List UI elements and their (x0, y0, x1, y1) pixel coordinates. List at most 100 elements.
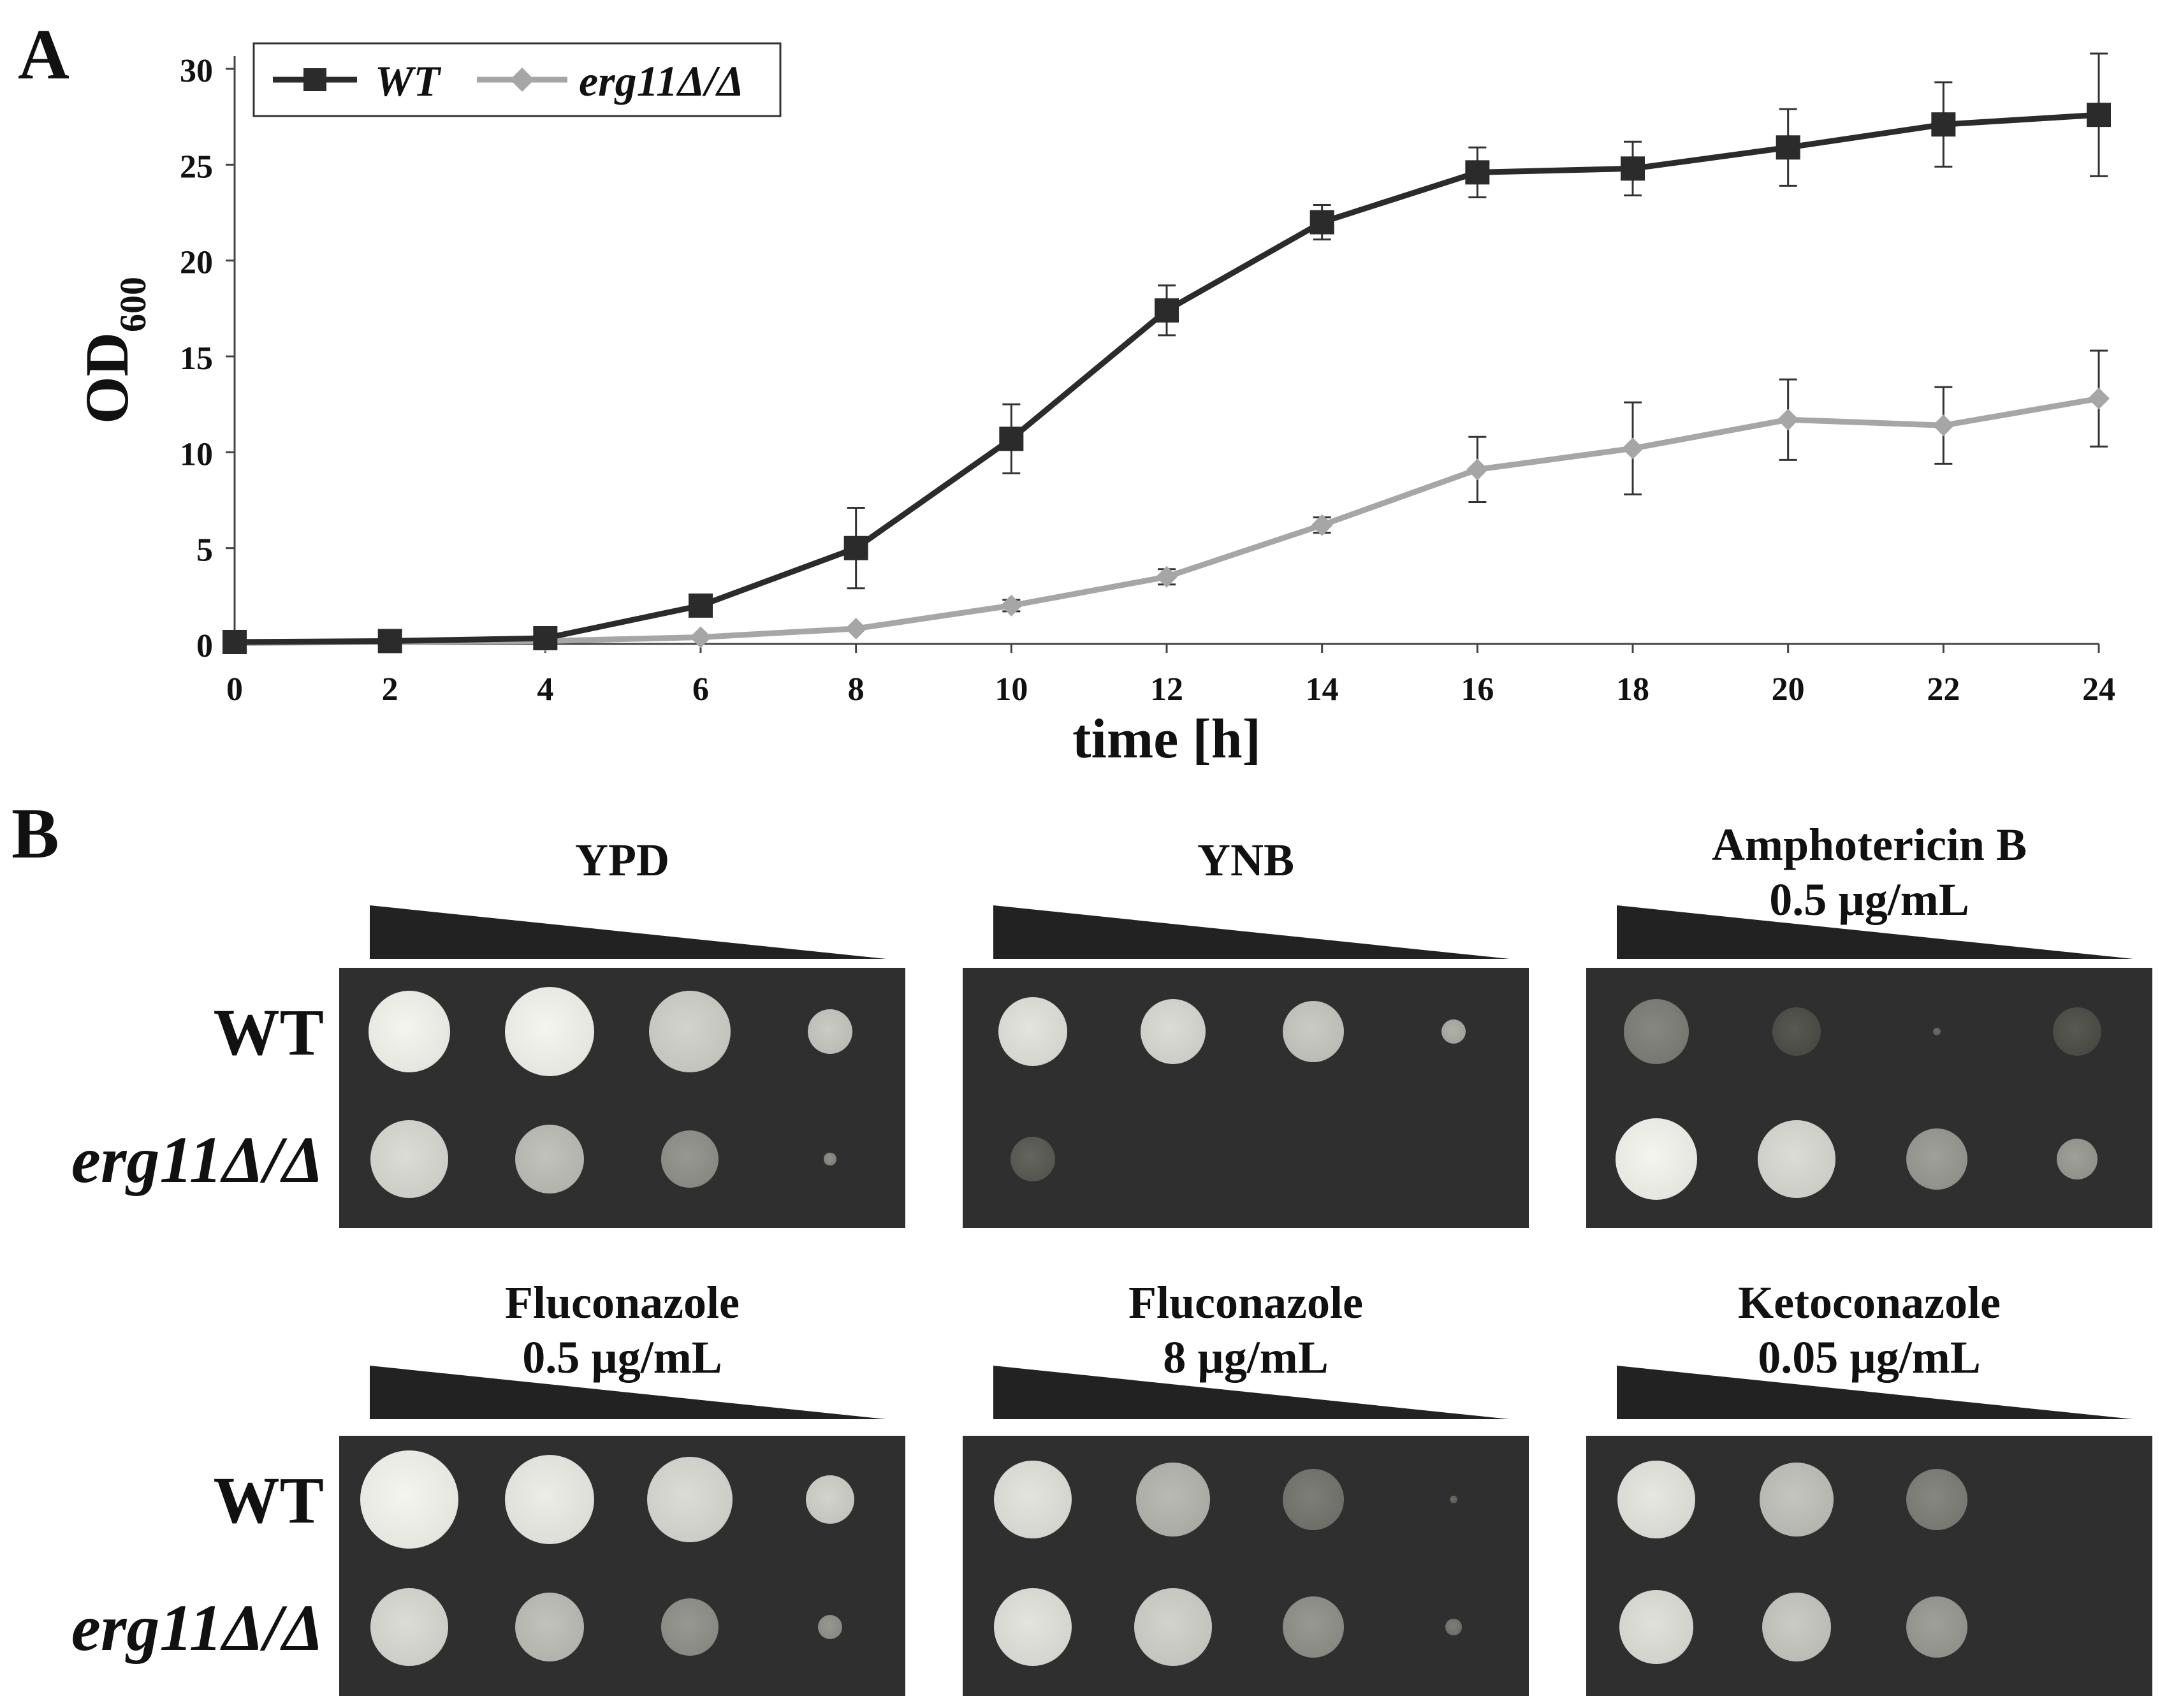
series-wt-point (223, 629, 247, 654)
series-wt-point (999, 427, 1024, 451)
series-wt-point (843, 536, 868, 560)
x-tick-label: 22 (1927, 671, 1960, 708)
y-axis-title-main: OD (73, 332, 141, 424)
colony-spot-wt (1136, 1463, 1210, 1536)
colony-spot-mut (661, 1598, 719, 1656)
condition-title: YPD (339, 833, 905, 887)
series-wt-point (1465, 160, 1490, 185)
condition-name: Fluconazole (505, 1277, 740, 1328)
colony-spot-wt (1140, 998, 1206, 1065)
series-mut-line (234, 395, 2099, 646)
condition-name: YNB (1197, 835, 1294, 886)
condition-concentration: 0.5 µg/mL (522, 1332, 722, 1383)
condition-name: Amphotericin B (1712, 819, 2027, 870)
series-wt-point (1931, 112, 1956, 137)
dilution-wedge-shape (370, 1366, 886, 1419)
y-tick-label: 25 (180, 149, 213, 185)
series-wt-point (2087, 103, 2111, 128)
colony-spot-wt (1760, 1463, 1834, 1536)
dilution-wedge-shape (1617, 1366, 2133, 1419)
x-tick-label: 4 (537, 671, 553, 708)
colony-spot-mut (1906, 1596, 1967, 1658)
x-axis-title: time [h] (1072, 708, 1261, 770)
condition-concentration: 0.05 µg/mL (1758, 1332, 1981, 1383)
condition-name: Fluconazole (1128, 1277, 1363, 1328)
condition-concentration: 8 µg/mL (1163, 1332, 1329, 1383)
colony-spot-mut (1906, 1128, 1967, 1190)
series-wt-point (689, 593, 713, 618)
condition-title: YNB (963, 833, 1529, 887)
condition-title: Amphotericin B 0.5 µg/mL (1586, 817, 2152, 928)
row-label-erg11: erg11Δ/Δ (71, 1591, 324, 1665)
legend-wt-label: WT (375, 57, 441, 105)
colony-spot-wt (1932, 1027, 1941, 1036)
colony-spot-wt (649, 991, 731, 1072)
x-tick-label: 6 (692, 671, 709, 708)
dilution-wedge (370, 1366, 886, 1419)
series-mut-point (1156, 566, 1178, 588)
colony-spot-mut (817, 1614, 843, 1640)
x-tick-label: 16 (1461, 671, 1494, 708)
colony-spot-wt (646, 1456, 733, 1543)
y-tick-label: 15 (180, 340, 213, 377)
colony-spot-mut (1445, 1619, 1462, 1635)
condition-title: Fluconazole 8 µg/mL (963, 1275, 1529, 1385)
dilution-wedge (993, 905, 1510, 959)
colony-spot-wt (504, 986, 595, 1077)
agar-plate (339, 1436, 905, 1696)
colony-spot-mut (370, 1120, 448, 1198)
series-wt-point (533, 625, 558, 650)
panel-label-a: A (18, 15, 69, 94)
x-tick-label: 10 (995, 671, 1028, 708)
x-tick-label: 12 (1150, 671, 1183, 708)
dilution-wedge (1617, 1366, 2133, 1419)
series-wt-line (234, 112, 2099, 645)
legend: WT erg11Δ/Δ (252, 42, 782, 117)
colony-spot-wt (1623, 998, 1689, 1065)
colony-spot-mut (1762, 1592, 1832, 1662)
dilution-wedge-shape (993, 1366, 1510, 1419)
colony-spot-wt (1283, 1469, 1344, 1530)
x-tick-label: 2 (382, 671, 398, 708)
y-tick-label: 30 (180, 53, 213, 89)
series-wt-point (1776, 135, 1800, 160)
row-label-erg11: erg11Δ/Δ (71, 1123, 324, 1197)
x-tick-label: 24 (2082, 671, 2115, 708)
agar-plate (1586, 968, 2152, 1228)
dilution-wedge (1617, 905, 2133, 959)
series-mut-point (1932, 414, 1955, 437)
colony-spot-mut (1010, 1136, 1056, 1182)
dilution-wedge-shape (993, 905, 1510, 959)
agar-plate (339, 968, 905, 1228)
condition-name: YPD (575, 835, 669, 886)
series-mut-point (1466, 458, 1489, 481)
agar-plate (963, 1436, 1529, 1696)
colony-spot-wt (1617, 1461, 1695, 1538)
legend-wt-square-marker (303, 68, 326, 91)
colony-spot-mut (1616, 1118, 1697, 1200)
dilution-wedge-shape (1617, 905, 2133, 959)
colony-spot-wt (805, 1475, 855, 1524)
y-tick-label: 5 (196, 532, 213, 569)
colony-spot-wt (998, 996, 1068, 1067)
x-tick-label: 8 (848, 671, 865, 708)
colony-spot-mut (994, 1588, 1072, 1666)
series-mut-point (690, 626, 711, 648)
dilution-wedge (370, 905, 886, 959)
y-tick-label: 10 (180, 436, 213, 472)
dilution-wedge-shape (370, 905, 886, 959)
x-tick-label: 14 (1306, 671, 1339, 708)
colony-spot-wt (1772, 1007, 1821, 1056)
series-wt-point (1310, 210, 1334, 235)
y-axis-title-subscript: 600 (112, 277, 154, 332)
condition-title: Fluconazole 0.5 µg/mL (339, 1275, 905, 1385)
x-tick-label: 18 (1616, 671, 1649, 708)
panel-label-b: B (11, 794, 59, 873)
colony-spot-wt (1441, 1019, 1466, 1044)
legend-mut-label: erg11Δ/Δ (579, 57, 744, 105)
colony-spot-mut (2057, 1139, 2098, 1179)
colony-spot-mut (661, 1130, 719, 1188)
colony-spot-mut (1283, 1596, 1344, 1658)
colony-spot-wt (360, 1450, 458, 1549)
colony-spot-wt (994, 1461, 1072, 1538)
